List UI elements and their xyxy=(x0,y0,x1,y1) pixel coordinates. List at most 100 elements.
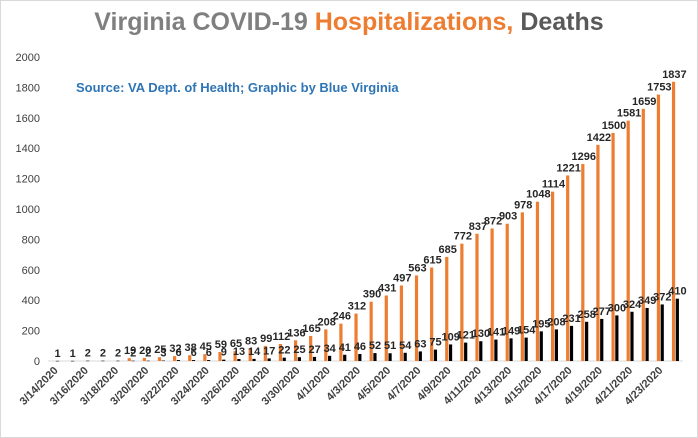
hospitalizations-bar xyxy=(188,355,192,361)
deaths-bar xyxy=(600,318,604,361)
hospitalizations-bar xyxy=(460,243,464,361)
hospitalizations-data-label: 136 xyxy=(287,327,305,339)
y-tick-label: 400 xyxy=(22,295,40,307)
hospitalizations-data-label: 25 xyxy=(154,344,166,356)
hospitalizations-data-label: 208 xyxy=(318,316,336,328)
deaths-bar xyxy=(645,307,649,361)
y-tick-label: 600 xyxy=(22,265,40,277)
hospitalizations-bar xyxy=(173,356,177,361)
title-part-hospitalizations: Hospitalizations, xyxy=(314,8,514,36)
deaths-bar xyxy=(524,337,528,361)
hospitalizations-bar xyxy=(142,357,146,361)
hospitalizations-bar xyxy=(626,120,630,361)
hospitalizations-bar xyxy=(656,94,661,361)
deaths-bar xyxy=(207,360,211,361)
deaths-data-label: 9 xyxy=(221,347,227,359)
deaths-bar xyxy=(116,360,120,362)
deaths-data-label: 6 xyxy=(206,347,212,359)
deaths-data-label: 17 xyxy=(263,345,275,357)
deaths-data-label: 121 xyxy=(457,330,475,342)
deaths-bar xyxy=(282,357,286,361)
hospitalizations-bar xyxy=(520,212,524,361)
hospitalizations-bar xyxy=(566,175,570,361)
y-tick-label: 1000 xyxy=(16,204,40,216)
hospitalizations-bar xyxy=(354,313,358,361)
hospitalizations-bar xyxy=(490,228,494,361)
title-part-virginia: Virginia COVID-19 xyxy=(94,8,315,36)
hospitalizations-data-label: 20 xyxy=(139,345,151,357)
hospitalizations-data-label: 38 xyxy=(185,342,197,354)
deaths-data-label: 349 xyxy=(638,295,656,307)
deaths-data-label: 195 xyxy=(532,318,550,330)
hospitalizations-data-label: 390 xyxy=(363,289,381,301)
deaths-bar xyxy=(222,359,226,361)
hospitalizations-data-label: 1296 xyxy=(571,151,595,163)
hospitalizations-bar xyxy=(445,256,449,361)
deaths-bar xyxy=(433,349,438,361)
y-tick-label: 200 xyxy=(22,326,40,338)
hospitalizations-data-label: 112 xyxy=(272,331,290,343)
deaths-bar xyxy=(539,331,543,361)
hospitalizations-bar xyxy=(581,164,585,361)
deaths-data-label: 22 xyxy=(278,345,290,357)
deaths-data-label: 1 xyxy=(70,348,76,360)
hospitalizations-bar xyxy=(505,223,509,361)
hospitalizations-data-label: 615 xyxy=(423,255,441,267)
hospitalizations-data-label: 1114 xyxy=(542,179,566,191)
hospitalizations-data-label: 312 xyxy=(348,301,366,313)
deaths-bar xyxy=(675,298,679,361)
deaths-bar xyxy=(343,354,347,361)
hospitalizations-bar xyxy=(157,357,162,361)
deaths-bar xyxy=(660,304,664,361)
deaths-bar xyxy=(585,321,589,361)
deaths-data-label: 372 xyxy=(653,291,671,303)
deaths-data-label: 63 xyxy=(414,338,426,350)
deaths-bar xyxy=(388,353,392,361)
deaths-bar xyxy=(448,344,453,361)
deaths-data-label: 2 xyxy=(130,348,136,360)
deaths-bar xyxy=(479,341,483,361)
y-tick-label: 1400 xyxy=(16,143,40,155)
deaths-data-label: 2 xyxy=(115,348,121,360)
hospitalizations-bar xyxy=(263,345,267,361)
y-tick-label: 0 xyxy=(34,356,40,368)
deaths-bar xyxy=(403,352,407,361)
hospitalizations-bar xyxy=(475,233,479,361)
deaths-data-label: 46 xyxy=(354,341,366,353)
hospitalizations-bar xyxy=(233,351,237,361)
hospitalizations-data-label: 1500 xyxy=(602,120,626,132)
hospitalizations-data-label: 59 xyxy=(215,339,227,351)
deaths-data-label: 6 xyxy=(175,347,181,359)
deaths-data-label: 13 xyxy=(233,346,245,358)
deaths-bar xyxy=(131,360,135,362)
hospitalizations-data-label: 772 xyxy=(454,231,472,243)
title-part-deaths: Deaths xyxy=(513,8,604,36)
deaths-data-label: 410 xyxy=(668,286,686,298)
deaths-bar xyxy=(86,360,90,362)
deaths-data-label: 231 xyxy=(562,313,580,325)
deaths-bar xyxy=(55,360,60,362)
hospitalizations-data-label: 83 xyxy=(245,335,257,347)
hospitalizations-bar xyxy=(384,295,388,361)
hospitalizations-bar xyxy=(671,81,676,361)
hospitalizations-data-label: 65 xyxy=(230,338,242,350)
hospitalizations-bar xyxy=(127,358,131,361)
deaths-bar xyxy=(615,315,619,361)
y-tick-label: 800 xyxy=(22,234,40,246)
hospitalizations-data-label: 246 xyxy=(333,311,351,323)
hospitalizations-bar xyxy=(309,335,313,361)
deaths-bar xyxy=(328,355,332,361)
deaths-bar xyxy=(373,353,377,361)
deaths-bar xyxy=(297,357,301,361)
source-note: Source: VA Dept. of Health; Graphic by B… xyxy=(76,80,399,95)
deaths-bar xyxy=(191,360,196,361)
hospitalizations-data-label: 872 xyxy=(484,215,502,227)
deaths-data-label: 2 xyxy=(145,348,151,360)
deaths-data-label: 52 xyxy=(369,340,381,352)
hospitalizations-data-label: 685 xyxy=(438,244,456,256)
hospitalizations-bar xyxy=(611,133,615,361)
deaths-bar xyxy=(418,351,422,361)
deaths-data-label: 208 xyxy=(547,316,565,328)
hospitalizations-data-label: 903 xyxy=(499,211,517,223)
